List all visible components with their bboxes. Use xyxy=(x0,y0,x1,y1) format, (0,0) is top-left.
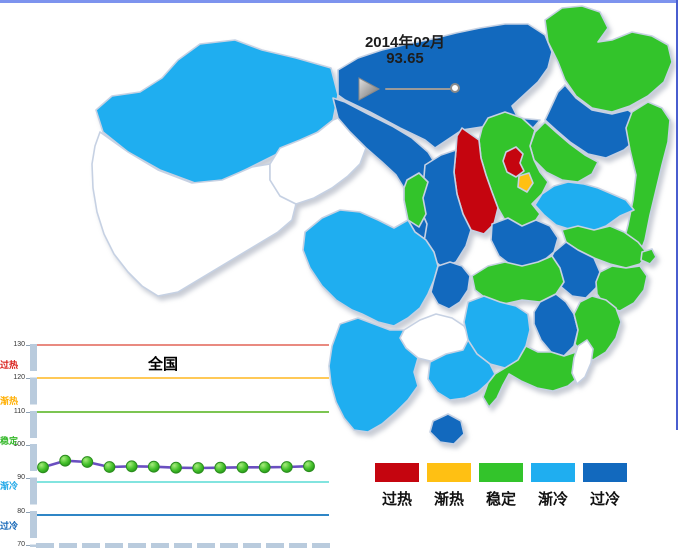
current-index-value: 93.65 xyxy=(386,50,424,67)
legend-item-3[interactable]: 渐冷 xyxy=(531,463,575,509)
series-point-7[interactable] xyxy=(192,462,205,474)
zone-label-4: 过冷 xyxy=(0,521,19,531)
province-jiangxi[interactable] xyxy=(533,293,579,357)
zone-label-3: 渐冷 xyxy=(0,481,19,491)
province-heilongjiang[interactable] xyxy=(544,5,673,113)
province-beijing[interactable] xyxy=(502,146,525,178)
legend-swatch xyxy=(531,463,575,482)
y-tick-mark xyxy=(26,378,30,380)
zone-label-2: 稳定 xyxy=(0,436,19,446)
legend-label: 渐热 xyxy=(433,491,464,508)
threshold-line-120 xyxy=(37,377,329,380)
national-trend-chart: 全国 130 120 110 100 90 80 70 过热渐热稳定渐冷过冷 xyxy=(0,337,334,553)
legend-item-2[interactable]: 稳定 xyxy=(479,463,523,509)
series-point-12[interactable] xyxy=(303,460,315,473)
province-qinghai[interactable] xyxy=(269,117,367,205)
y-tick-70: 70 xyxy=(17,541,25,548)
top-border xyxy=(0,0,678,3)
province-shandong[interactable] xyxy=(534,181,635,233)
province-guangxi[interactable] xyxy=(427,339,496,401)
legend-item-1[interactable]: 渐热 xyxy=(427,463,471,509)
series-point-11[interactable] xyxy=(280,461,293,473)
series-point-9[interactable] xyxy=(236,461,249,474)
index-series xyxy=(37,454,315,474)
series-point-3[interactable] xyxy=(103,461,116,473)
series-point-8[interactable] xyxy=(214,461,227,474)
series-point-1[interactable] xyxy=(59,454,72,467)
province-chongqing[interactable] xyxy=(430,261,471,310)
chart-x-axis xyxy=(36,543,330,548)
threshold-line-79 xyxy=(37,514,329,516)
series-point-10[interactable] xyxy=(258,461,271,474)
map-legend: 过热 渐热 稳定 渐冷 过冷 xyxy=(375,463,627,509)
y-tick-130: 130 xyxy=(13,341,25,348)
province-jilin[interactable] xyxy=(544,84,643,159)
right-border xyxy=(676,0,678,430)
threshold-line-110 xyxy=(37,410,329,413)
threshold-line-89 xyxy=(37,480,329,483)
province-zhejiang[interactable] xyxy=(595,265,648,312)
chart-title: 全国 xyxy=(147,356,178,373)
series-point-0[interactable] xyxy=(37,461,49,474)
threshold-line-130 xyxy=(37,344,329,346)
chart-y-axis xyxy=(30,344,37,547)
y-tick-mark xyxy=(26,511,30,513)
y-tick-mark xyxy=(26,478,30,480)
y-tick-80: 80 xyxy=(17,507,25,515)
series-point-4[interactable] xyxy=(125,460,138,473)
y-tick-mark xyxy=(26,411,30,413)
current-period: 2014年02月 xyxy=(364,34,446,51)
timeline-slider-handle[interactable] xyxy=(450,83,460,93)
province-tianjin[interactable] xyxy=(517,172,534,193)
series-point-5[interactable] xyxy=(147,460,160,473)
legend-swatch xyxy=(583,463,627,482)
y-tick-110: 110 xyxy=(13,407,25,415)
legend-label: 稳定 xyxy=(485,491,516,508)
legend-label: 过冷 xyxy=(589,491,620,508)
province-taiwan[interactable] xyxy=(571,339,594,385)
province-sichuan[interactable] xyxy=(302,209,439,327)
legend-swatch xyxy=(479,463,523,482)
province-yunnan[interactable] xyxy=(328,317,419,433)
province-guangdong[interactable] xyxy=(482,345,585,408)
y-tick-100: 100 xyxy=(13,441,25,448)
y-tick-120: 120 xyxy=(13,374,25,382)
legend-label: 渐冷 xyxy=(537,491,568,508)
province-xizang[interactable] xyxy=(91,131,297,297)
legend-swatch xyxy=(427,463,471,482)
province-shanghai[interactable] xyxy=(640,248,657,265)
legend-item-4[interactable]: 过冷 xyxy=(583,463,627,509)
province-hainan[interactable] xyxy=(429,413,465,445)
y-tick-mark xyxy=(26,345,30,346)
play-triangle-icon xyxy=(358,77,381,101)
y-tick-mark xyxy=(26,545,30,546)
y-tick-90: 90 xyxy=(17,474,25,482)
legend-swatch xyxy=(375,463,419,482)
zone-label-1: 渐热 xyxy=(0,396,19,406)
y-tick-mark xyxy=(26,445,30,446)
play-button[interactable] xyxy=(356,76,382,102)
zone-label-0: 过热 xyxy=(0,360,19,370)
series-point-2[interactable] xyxy=(81,456,94,468)
legend-label: 过热 xyxy=(381,491,412,508)
legend-item-0[interactable]: 过热 xyxy=(375,463,419,509)
province-ningxia[interactable] xyxy=(403,172,429,228)
timeline-slider-track[interactable] xyxy=(385,88,457,90)
series-point-6[interactable] xyxy=(170,461,182,474)
